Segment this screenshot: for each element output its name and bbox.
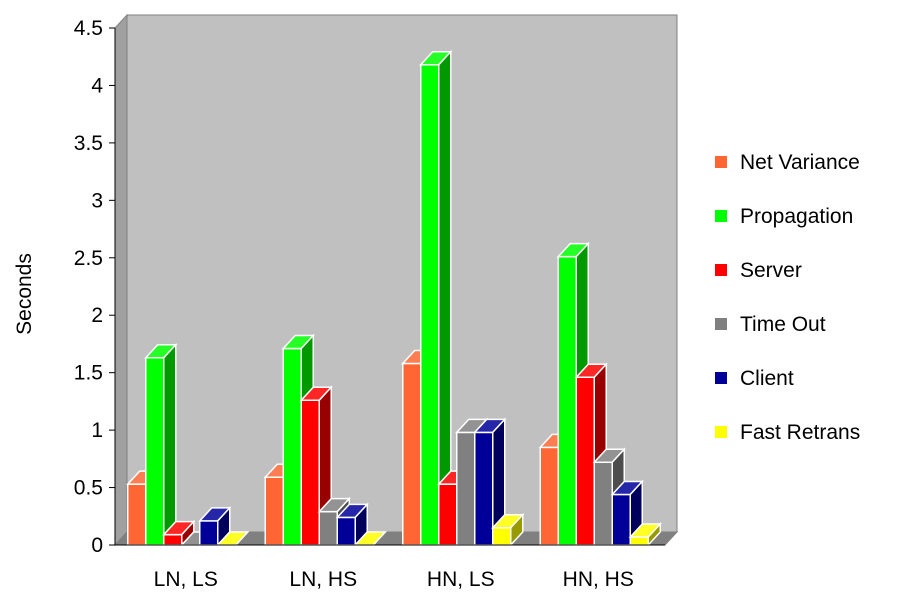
y-tick-label: 4.5 [74, 17, 103, 40]
y-tick-label: 2.5 [74, 247, 103, 270]
bar-side [647, 522, 661, 547]
bar-front [611, 493, 631, 546]
bar [419, 49, 453, 547]
bar-front [163, 533, 183, 546]
bar-side [235, 531, 249, 546]
legend-swatch [715, 210, 727, 222]
bar-front [420, 64, 440, 546]
bar-front [438, 483, 458, 546]
y-tick-label: 0.5 [74, 477, 103, 500]
legend-item: Time Out [715, 313, 826, 336]
y-tick-label: 3.5 [74, 132, 103, 155]
bar-front [402, 362, 422, 546]
x-tick-label: HN, HS [563, 568, 634, 591]
bar-side [438, 49, 452, 547]
bar [162, 519, 196, 547]
legend-label: Propagation [740, 205, 853, 228]
x-axis: LN, LS LN, HS HN, LS HN, HS [115, 544, 665, 591]
y-tick-label: 2 [91, 304, 103, 327]
bar-front [474, 431, 494, 546]
bar-front [318, 510, 338, 546]
bar-series-group [126, 49, 662, 547]
y-tick-label: 3 [91, 189, 103, 212]
y-tick-label: 1.5 [74, 362, 103, 385]
legend-item: Fast Retrans [715, 421, 860, 444]
legend-swatch [715, 318, 727, 330]
legend-item: Net Variance [715, 151, 860, 174]
bar-front [264, 476, 284, 546]
legend-item: Server [715, 259, 802, 282]
y-tick-label: 0 [91, 534, 103, 557]
bar [491, 512, 525, 547]
legend-swatch [715, 264, 727, 276]
x-tick-label: HN, LS [427, 568, 495, 591]
plot-side-wall [114, 13, 128, 547]
bar [473, 417, 507, 547]
bar-front [593, 461, 613, 546]
bar-front [145, 356, 165, 546]
bar-front [127, 483, 147, 546]
legend-item: Propagation [715, 205, 853, 228]
bar-front [199, 520, 219, 546]
legend-label: Time Out [740, 313, 826, 336]
bar-front [282, 347, 302, 546]
bar-side [372, 531, 386, 546]
bar-front [300, 399, 320, 546]
legend-label: Net Variance [740, 151, 860, 174]
bar-front [492, 527, 512, 546]
legend-swatch [715, 426, 727, 438]
x-tick-label: LN, LS [154, 568, 218, 591]
bar-side [163, 342, 177, 547]
legend-label: Fast Retrans [740, 421, 860, 444]
bar-front [336, 516, 356, 546]
bar-front [629, 536, 649, 546]
legend-label: Server [740, 259, 802, 282]
legend-swatch [715, 156, 727, 168]
bar-front [575, 376, 595, 546]
legend-label: Client [740, 367, 794, 390]
x-tick-label: LN, HS [289, 568, 357, 591]
y-tick-label: 4 [91, 74, 103, 97]
y-axis: 0 0.5 1 1.5 2 2.5 3 3.5 4 4.5 [74, 17, 116, 557]
legend-item: Client [715, 367, 794, 390]
bar-front [456, 431, 476, 546]
legend-swatch [715, 372, 727, 384]
bar [144, 342, 178, 547]
bar [198, 505, 232, 547]
bar-side [510, 512, 524, 547]
legend: Net Variance Propagation Server Time Out Cli… [715, 151, 860, 444]
y-axis-title: Seconds [13, 253, 36, 335]
bar-front [539, 446, 559, 546]
bar-front [557, 255, 577, 546]
y-tick-label: 1 [91, 419, 103, 442]
